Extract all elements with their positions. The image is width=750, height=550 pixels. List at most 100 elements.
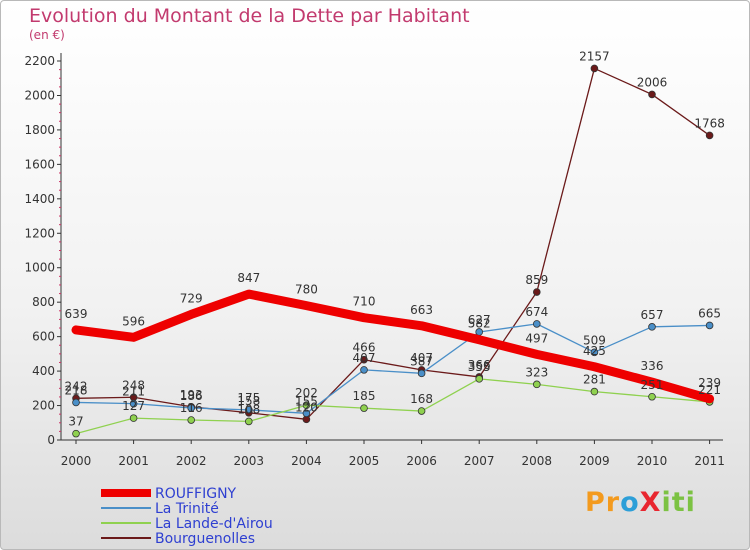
chart-title: Evolution du Montant de la Dette par Hab… <box>29 5 470 27</box>
data-point <box>649 379 655 386</box>
data-point <box>360 355 368 364</box>
y-tick-label: 1600 <box>24 157 55 171</box>
y-tick-label: 200 <box>32 399 55 413</box>
data-point <box>532 288 541 296</box>
data-label: 355 <box>468 360 491 374</box>
data-point <box>187 404 196 412</box>
data-point <box>129 414 138 422</box>
data-point <box>129 399 138 408</box>
data-label: 2006 <box>637 75 668 89</box>
data-point <box>533 351 540 358</box>
x-tick-label: 2000 <box>61 454 92 468</box>
data-point <box>245 417 253 426</box>
proxiti-logo: ProXiti <box>585 487 696 518</box>
data-label: 582 <box>468 317 491 331</box>
chart-subtitle: (en €) <box>29 28 65 42</box>
data-point <box>648 90 656 99</box>
x-tick-label: 2011 <box>694 454 725 468</box>
x-tick-label: 2001 <box>118 454 149 468</box>
data-label: 466 <box>353 341 376 355</box>
data-label: 248 <box>122 378 145 392</box>
data-point <box>705 131 714 140</box>
y-tick-label: 600 <box>32 330 55 344</box>
y-tick-label: 2000 <box>24 88 55 102</box>
data-label: 497 <box>525 331 548 345</box>
data-label: 596 <box>122 314 145 328</box>
data-point <box>360 366 368 374</box>
series-line-la-lande-d-airou <box>75 378 711 435</box>
y-tick-label: 2200 <box>24 54 55 68</box>
x-tick-label: 2008 <box>522 454 553 468</box>
data-point <box>532 380 541 389</box>
data-point <box>360 404 368 412</box>
data-label: 185 <box>353 389 376 403</box>
data-label: 847 <box>237 271 260 285</box>
data-point <box>590 387 599 396</box>
data-label: 281 <box>583 373 606 387</box>
data-point <box>417 369 426 378</box>
data-label: 168 <box>410 392 433 406</box>
y-tick-label: 1400 <box>24 192 55 206</box>
data-label: 108 <box>237 402 260 416</box>
data-point <box>475 375 484 383</box>
legend-label: La Trinité <box>155 501 219 517</box>
data-label: 407 <box>410 351 433 365</box>
y-tick-label: 0 <box>47 433 55 447</box>
data-point <box>417 407 426 415</box>
data-label: 639 <box>65 307 88 321</box>
x-tick-label: 2006 <box>406 454 437 468</box>
data-label: 663 <box>410 303 433 317</box>
axes: 0 200 400 600 800 1000 1200 1400 1600 1800 2000 220… <box>24 53 725 468</box>
data-label: 407 <box>353 351 376 365</box>
data-point <box>648 392 656 401</box>
data-point <box>302 401 311 410</box>
data-point <box>648 323 656 331</box>
data-label: 780 <box>295 283 318 297</box>
data-point <box>73 326 79 333</box>
data-label: 242 <box>65 379 88 393</box>
data-label: 665 <box>698 306 721 320</box>
data-label: 425 <box>583 344 606 358</box>
data-label: 657 <box>641 308 664 322</box>
data-point <box>532 320 541 328</box>
data-label: 211 <box>122 385 145 399</box>
data-point <box>418 322 425 329</box>
series-line-rouffigny <box>71 289 715 404</box>
data-point <box>245 406 253 414</box>
x-tick-label: 2005 <box>349 454 380 468</box>
data-point <box>590 64 599 73</box>
data-point <box>706 395 713 402</box>
legend-label: La Lande-d'Airou <box>155 516 273 532</box>
data-point <box>130 334 137 341</box>
data-label: 221 <box>698 383 721 397</box>
data-label: 366 <box>468 358 491 372</box>
x-tick-label: 2002 <box>176 454 207 468</box>
data-label: 116 <box>180 401 203 415</box>
data-label: 37 <box>68 415 83 429</box>
legend-label: Bourguenolles <box>155 531 255 547</box>
y-tick-label: 400 <box>32 364 55 378</box>
x-tick-label: 2004 <box>291 454 322 468</box>
data-label: 158 <box>237 394 260 408</box>
data-point <box>245 291 252 298</box>
data-label: 239 <box>698 376 721 390</box>
x-tick-label: 2009 <box>579 454 610 468</box>
series-line-bourguenolles <box>75 67 711 420</box>
data-point <box>72 429 80 438</box>
legend-label: ROUFFIGNY <box>155 486 237 502</box>
data-point <box>302 409 311 418</box>
data-label: 218 <box>65 383 88 397</box>
y-tick-label: 1800 <box>24 123 55 137</box>
data-point <box>187 416 196 424</box>
data-label: 729 <box>180 291 203 305</box>
data-label: 127 <box>122 399 145 413</box>
data-point <box>591 363 598 370</box>
data-label: 323 <box>525 365 548 379</box>
data-point <box>361 314 367 321</box>
data-point <box>72 398 80 407</box>
data-label: 859 <box>525 273 548 287</box>
x-tick-label: 2010 <box>637 454 668 468</box>
data-label: 120 <box>295 400 318 414</box>
